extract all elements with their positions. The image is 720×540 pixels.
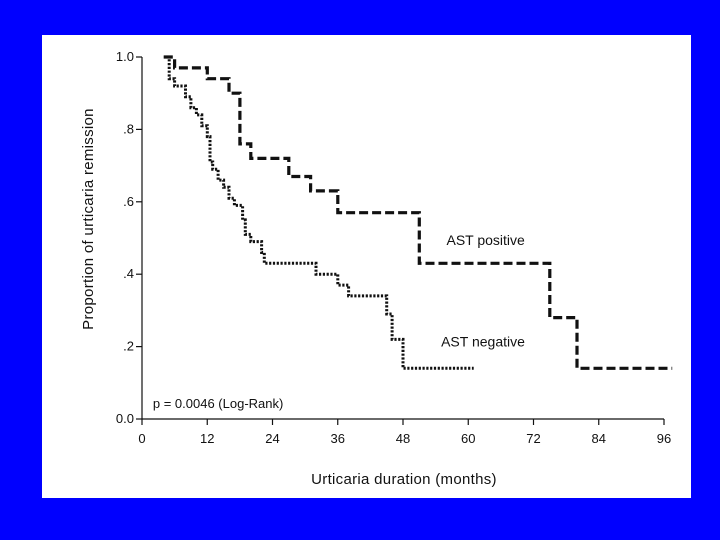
y-tick-label: .6 (123, 194, 134, 209)
p-value-label: p = 0.0046 (Log-Rank) (153, 396, 283, 411)
x-tick-label: 12 (200, 431, 214, 446)
annotation-ast-positive: AST positive (447, 232, 526, 248)
series-layer (163, 55, 673, 370)
labels: Urticaria duration (months) Proportion o… (80, 108, 525, 488)
ticks: 0 12 24 36 48 60 72 84 96 0.0 .2 .4 .6 .8 1.0 (116, 49, 671, 446)
x-tick-label: 84 (592, 431, 606, 446)
x-tick-label: 24 (265, 431, 279, 446)
y-tick-label: 0.0 (116, 411, 134, 426)
x-tick-label: 48 (396, 431, 410, 446)
y-axis-title: Proportion of urticaria remission (80, 108, 97, 330)
x-tick-label: 96 (657, 431, 671, 446)
x-tick-label: 36 (331, 431, 345, 446)
x-tick-label: 0 (138, 431, 145, 446)
series-ast-positive-line (163, 55, 673, 370)
y-tick-label: .2 (123, 339, 134, 354)
slide-panel (42, 35, 691, 498)
series-ast-negative-line (163, 55, 474, 370)
annotation-ast-negative: AST negative (441, 334, 525, 350)
axes (141, 57, 664, 420)
y-tick-label: .8 (123, 121, 134, 136)
y-tick-label: 1.0 (116, 49, 134, 64)
x-tick-label: 60 (461, 431, 475, 446)
x-tick-label: 72 (526, 431, 540, 446)
y-tick-label: .4 (123, 266, 134, 281)
x-axis-title: Urticaria duration (months) (311, 471, 497, 488)
